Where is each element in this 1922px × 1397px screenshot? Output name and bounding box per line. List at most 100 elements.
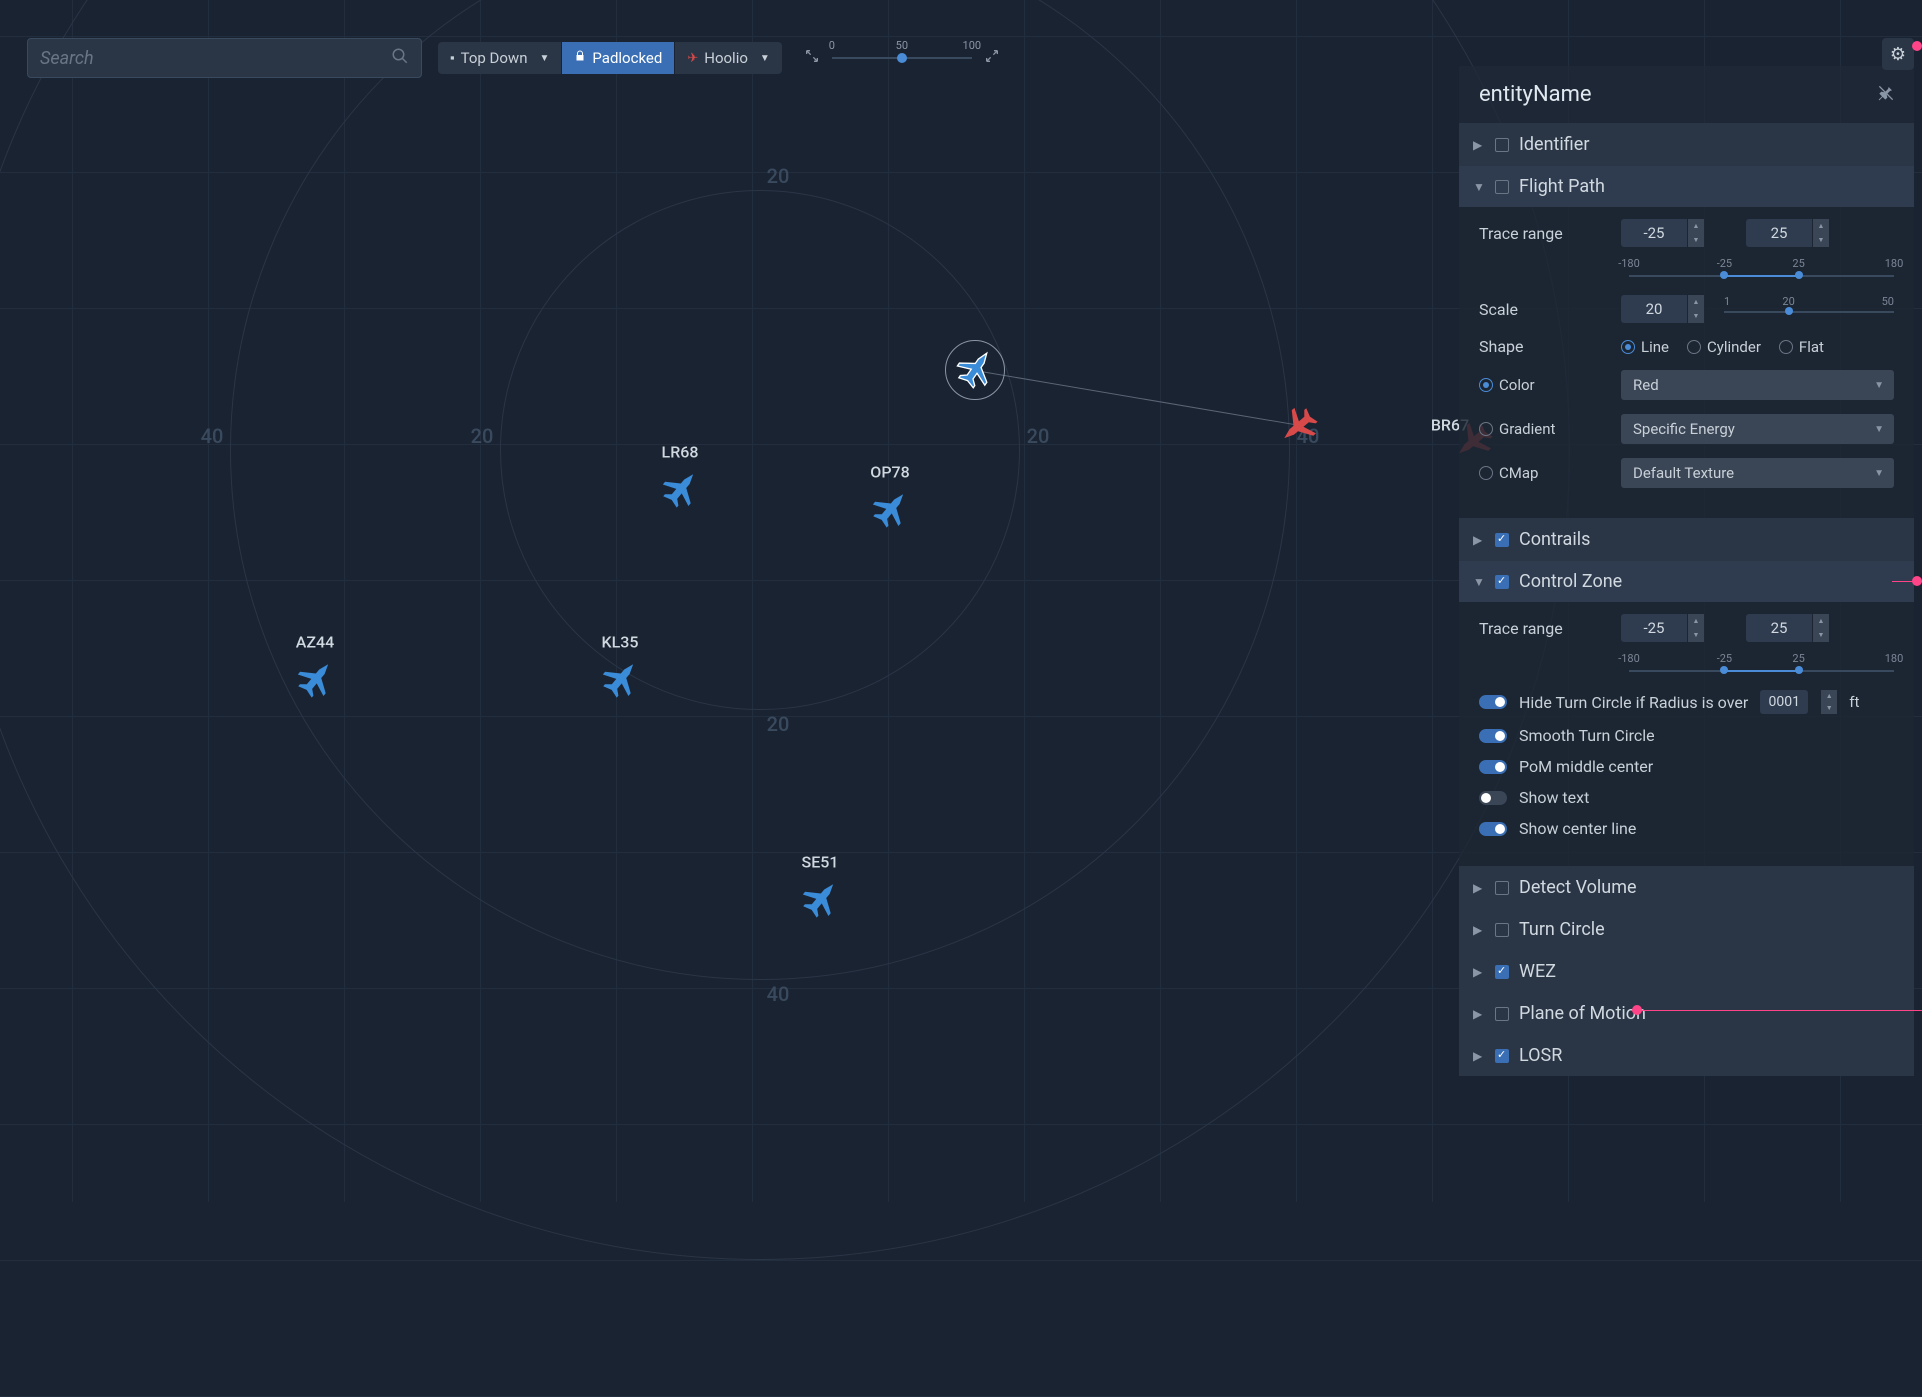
range-slider[interactable]: -180 -25 25 180 (1629, 656, 1894, 680)
toggle-switch[interactable] (1479, 791, 1507, 805)
cmap-radio[interactable]: CMap (1479, 464, 1609, 482)
target-dropdown[interactable]: ✈ Hoolio ▼ (675, 42, 781, 74)
zoom-out-button[interactable] (800, 44, 824, 72)
aircraft-marker[interactable] (868, 486, 912, 534)
section-title: Turn Circle (1519, 919, 1605, 940)
spinner-up[interactable]: ▲ (1688, 614, 1704, 628)
top-bar: ▪ Top Down ▼ Padlocked ✈ Hoolio ▼ 0 50 1… (27, 38, 1004, 78)
section-title: Identifier (1519, 134, 1589, 155)
scale-input[interactable] (1621, 295, 1687, 323)
shape-radio-line[interactable]: Line (1621, 338, 1669, 356)
gradient-select[interactable]: Specific Energy▼ (1621, 414, 1894, 444)
gradient-radio[interactable]: Gradient (1479, 420, 1609, 438)
chevron-right-icon: ▶ (1473, 533, 1485, 547)
toggle-switch[interactable] (1479, 729, 1507, 743)
section-checkbox[interactable] (1495, 965, 1509, 979)
section-header-plane-of-motion[interactable]: ▶ Plane of Motion (1459, 993, 1914, 1034)
aircraft-label: KL35 (602, 633, 639, 652)
spinner-down[interactable]: ▼ (1688, 309, 1704, 323)
spinner-up[interactable]: ▲ (1688, 295, 1704, 309)
lock-button[interactable]: Padlocked (562, 42, 675, 74)
section-header-control-zone[interactable]: ▼ Control Zone (1459, 561, 1914, 602)
section-checkbox[interactable] (1495, 881, 1509, 895)
section-header-detect-volume[interactable]: ▶ Detect Volume (1459, 867, 1914, 908)
section-header-wez[interactable]: ▶ WEZ (1459, 951, 1914, 992)
section-checkbox[interactable] (1495, 533, 1509, 547)
spinner-down[interactable]: ▼ (1821, 702, 1837, 714)
aircraft-marker[interactable] (1278, 401, 1322, 449)
search-box[interactable] (27, 38, 422, 78)
section-checkbox[interactable] (1495, 1007, 1509, 1021)
range-thumb-max[interactable] (1795, 271, 1803, 279)
spinner-up[interactable]: ▲ (1688, 219, 1704, 233)
toggle-switch[interactable] (1479, 822, 1507, 836)
spinner-up[interactable]: ▲ (1813, 219, 1829, 233)
zoom-slider-group: 0 50 100 (800, 44, 1004, 72)
spinner-up[interactable]: ▲ (1813, 614, 1829, 628)
search-input[interactable] (40, 48, 391, 69)
spinner-down[interactable]: ▼ (1688, 233, 1704, 247)
range-slider[interactable]: -180 -25 25 180 (1629, 261, 1894, 285)
aircraft-marker[interactable] (598, 656, 642, 704)
toggle-row-3: Show text (1479, 788, 1894, 807)
section-checkbox[interactable] (1495, 138, 1509, 152)
camera-icon: ▪ (450, 50, 455, 66)
settings-button[interactable]: ⚙ (1882, 38, 1914, 70)
lock-label: Padlocked (592, 49, 662, 67)
pin-icon[interactable] (1878, 85, 1894, 105)
color-radio[interactable]: Color (1479, 376, 1609, 394)
section-checkbox[interactable] (1495, 923, 1509, 937)
chevron-down-icon: ▼ (1473, 180, 1485, 194)
toggle-label: Show center line (1519, 819, 1636, 838)
color-select[interactable]: Red▼ (1621, 370, 1894, 400)
zoom-slider[interactable]: 0 50 100 (832, 57, 972, 59)
trace-max-input[interactable] (1746, 219, 1812, 247)
zoom-in-button[interactable] (980, 44, 1004, 72)
target-icon: ✈ (687, 51, 698, 66)
cz-trace-min[interactable] (1621, 614, 1687, 642)
aircraft-marker[interactable] (658, 466, 702, 514)
shape-radio-cylinder[interactable]: Cylinder (1687, 338, 1761, 356)
range-thumb-min[interactable] (1720, 666, 1728, 674)
aircraft-marker[interactable] (798, 876, 842, 924)
toggle-switch[interactable] (1479, 695, 1507, 709)
spinner-down[interactable]: ▼ (1688, 628, 1704, 642)
chevron-right-icon: ▶ (1473, 965, 1485, 979)
aircraft-marker[interactable] (293, 656, 337, 704)
section-checkbox[interactable] (1495, 1049, 1509, 1063)
chevron-right-icon: ▶ (1473, 138, 1485, 152)
spinner-up[interactable]: ▲ (1821, 690, 1837, 702)
caret-icon: ▼ (760, 53, 770, 64)
zoom-tick-mid: 50 (896, 39, 908, 52)
radius-input[interactable] (1760, 690, 1808, 714)
cz-trace-max[interactable] (1746, 614, 1812, 642)
view-mode-dropdown[interactable]: ▪ Top Down ▼ (438, 42, 562, 74)
section-header-contrails[interactable]: ▶ Contrails (1459, 519, 1914, 560)
range-thumb-min[interactable] (1720, 271, 1728, 279)
section-title: Contrails (1519, 529, 1590, 550)
aircraft-label: AZ44 (296, 633, 334, 652)
toggle-label: Show text (1519, 788, 1589, 807)
section-header-losr[interactable]: ▶ LOSR (1459, 1035, 1914, 1076)
zoom-thumb[interactable] (897, 53, 907, 63)
trace-min-input[interactable] (1621, 219, 1687, 247)
range-thumb-max[interactable] (1795, 666, 1803, 674)
zoom-tick-min: 0 (829, 39, 835, 52)
section-header-flight-path[interactable]: ▼ Flight Path (1459, 166, 1914, 207)
scale-label: Scale (1479, 300, 1609, 319)
toggle-switch[interactable] (1479, 760, 1507, 774)
spinner-down[interactable]: ▼ (1813, 233, 1829, 247)
aircraft-marker[interactable] (953, 346, 997, 394)
section-title: LOSR (1519, 1045, 1562, 1066)
toggle-label: PoM middle center (1519, 757, 1653, 776)
cmap-select[interactable]: Default Texture▼ (1621, 458, 1894, 488)
section-checkbox[interactable] (1495, 575, 1509, 589)
section-checkbox[interactable] (1495, 180, 1509, 194)
gear-icon: ⚙ (1890, 44, 1906, 65)
section-header-turn-circle[interactable]: ▶ Turn Circle (1459, 909, 1914, 950)
chevron-right-icon: ▶ (1473, 923, 1485, 937)
shape-radio-flat[interactable]: Flat (1779, 338, 1824, 356)
section-title: Detect Volume (1519, 877, 1637, 898)
spinner-down[interactable]: ▼ (1813, 628, 1829, 642)
section-header-identifier[interactable]: ▶ Identifier (1459, 124, 1914, 165)
